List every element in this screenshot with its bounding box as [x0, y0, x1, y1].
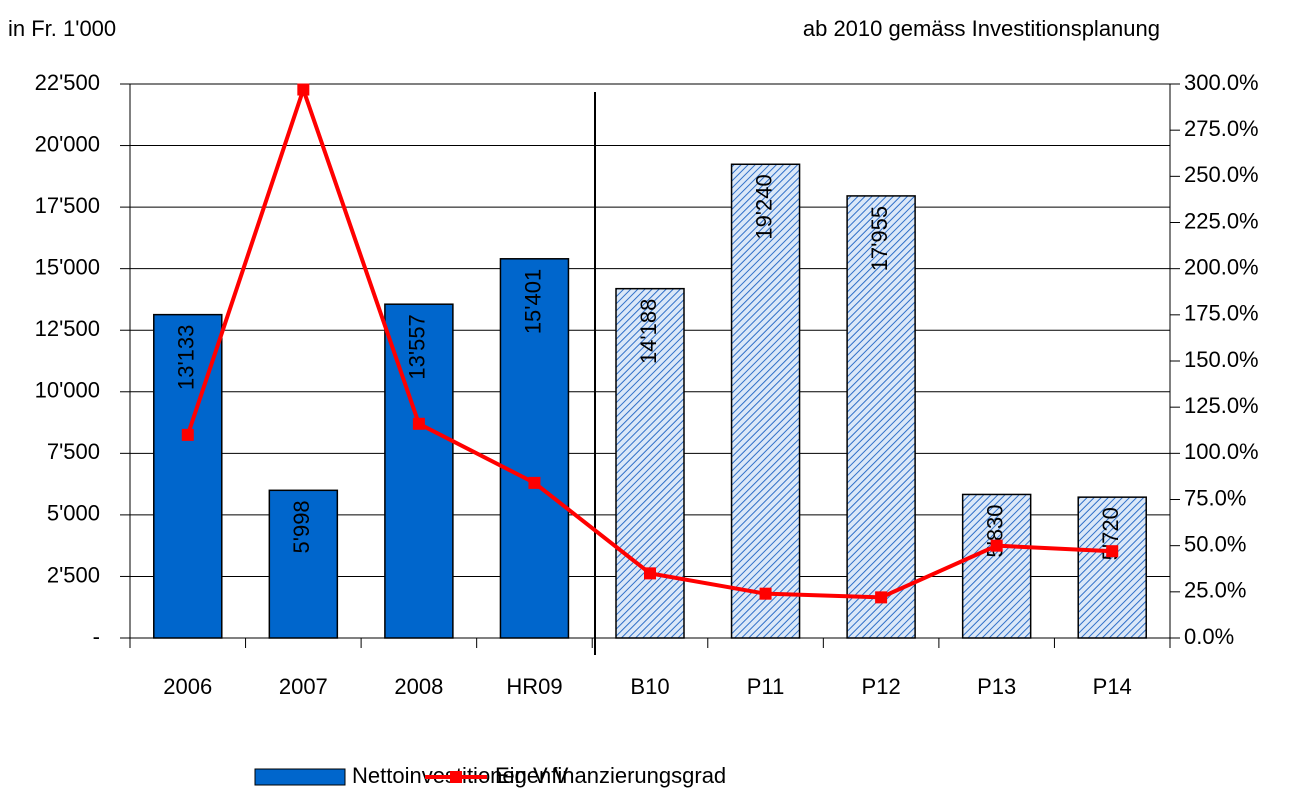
- unit-note: in Fr. 1'000: [8, 16, 116, 41]
- y-tick-label: 20'000: [35, 131, 100, 156]
- marker: [759, 587, 772, 600]
- marker: [990, 539, 1003, 552]
- y2-tick-label: 25.0%: [1184, 578, 1246, 603]
- value-label: 5'998: [289, 500, 314, 553]
- value-label: 14'188: [636, 299, 661, 364]
- value-label: 15'401: [520, 269, 545, 334]
- bar: [268, 489, 339, 639]
- y-tick-label: 7'500: [47, 439, 100, 464]
- y2-tick-label: 0.0%: [1184, 624, 1234, 649]
- bar: [499, 258, 570, 639]
- bar: [1077, 496, 1147, 639]
- y-tick-label: 15'000: [35, 254, 100, 279]
- marker: [644, 567, 656, 580]
- y2-tick-label: 250.0%: [1184, 162, 1259, 187]
- legend-label: Eigenfinanzierungsgrad: [495, 763, 726, 788]
- y2-tick-label: 150.0%: [1184, 347, 1259, 372]
- y-tick-label: 10'000: [35, 378, 100, 403]
- marker: [412, 417, 425, 430]
- x-tick-label: P12: [862, 674, 901, 699]
- bar: [615, 287, 685, 639]
- marker: [181, 428, 194, 441]
- x-tick-label: 2006: [163, 674, 212, 699]
- marker: [528, 476, 541, 489]
- y-tick-label: -: [93, 624, 100, 649]
- note: ab 2010 gemäss Investitionsplanung: [803, 16, 1160, 41]
- value-label: 13'557: [405, 314, 430, 379]
- y-tick-label: 12'500: [35, 316, 100, 341]
- legend-swatch: [450, 771, 462, 783]
- x-tick-label: P13: [977, 674, 1016, 699]
- y2-tick-label: 225.0%: [1184, 208, 1259, 233]
- x-tick-label: B10: [630, 674, 669, 699]
- x-tick-label: HR09: [506, 674, 562, 699]
- x-tick-label: P11: [747, 674, 785, 699]
- y2-tick-label: 50.0%: [1184, 531, 1246, 556]
- value-label: 17'955: [867, 206, 892, 271]
- y-tick-label: 17'500: [35, 193, 100, 218]
- x-tick-label: P14: [1093, 674, 1132, 699]
- x-tick-label: 2007: [279, 674, 328, 699]
- y2-tick-label: 175.0%: [1184, 301, 1259, 326]
- marker: [875, 591, 888, 604]
- y-tick-label: 5'000: [47, 501, 100, 526]
- y2-tick-label: 275.0%: [1184, 116, 1259, 141]
- x-tick-label: 2008: [394, 674, 443, 699]
- y2-tick-label: 75.0%: [1184, 485, 1246, 510]
- marker: [297, 83, 310, 96]
- y-tick-label: 2'500: [47, 562, 100, 587]
- value-label: 13'133: [174, 325, 199, 390]
- bar: [730, 163, 801, 639]
- value-label: 19'240: [751, 174, 776, 239]
- marker: [1106, 545, 1119, 558]
- y2-tick-label: 125.0%: [1184, 393, 1259, 418]
- y-tick-label: 22'500: [35, 70, 100, 95]
- legend-swatch: [254, 768, 346, 786]
- y2-tick-label: 300.0%: [1184, 70, 1259, 95]
- bar: [961, 493, 1032, 639]
- y2-tick-label: 200.0%: [1184, 254, 1259, 279]
- y2-tick-label: 100.0%: [1184, 439, 1259, 464]
- bar: [846, 195, 916, 639]
